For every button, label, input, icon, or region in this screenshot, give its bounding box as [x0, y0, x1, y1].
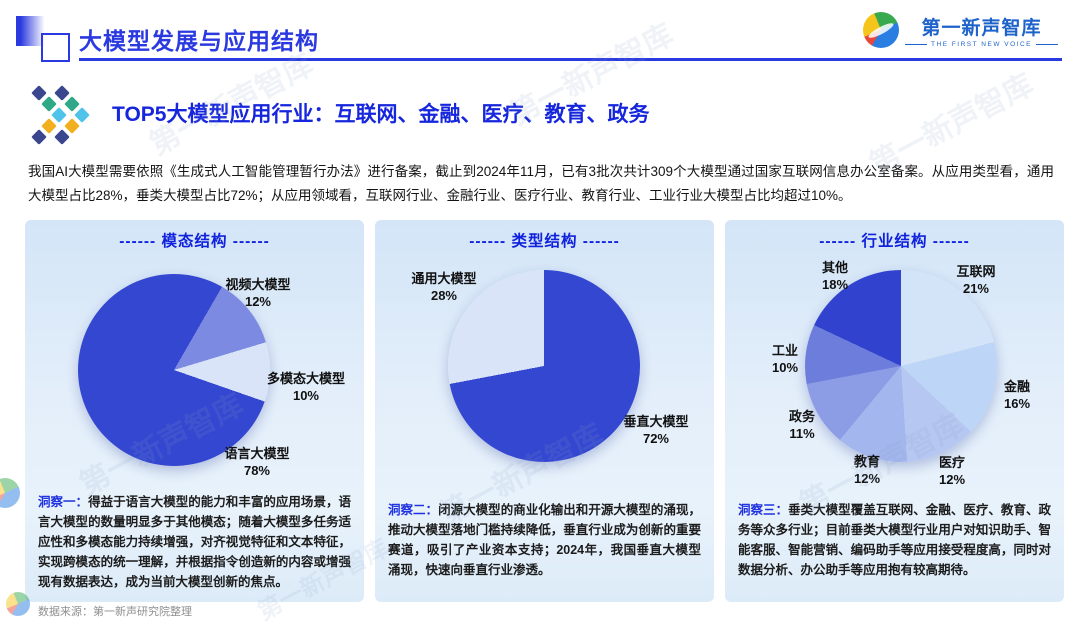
pie-chart-industry: [805, 270, 997, 462]
header-divider: [79, 58, 1062, 61]
page-title: 大模型发展与应用结构: [79, 28, 319, 54]
pie-slice-label: 工业 10%: [771, 343, 799, 375]
pie-slice-label: 垂直大模型 72%: [623, 414, 689, 446]
pie-slice-label: 其他 18%: [821, 260, 849, 292]
watermark-globe-icon: [0, 478, 20, 508]
brand-name: 第一新声智库: [921, 17, 1042, 39]
pie-slice-label: 通用大模型 28%: [411, 271, 477, 303]
insight-text: 洞察三：垂类大模型覆盖互联网、金融、医疗、教育、政务等众多行业；目前垂类大模型行…: [738, 503, 1051, 577]
insight-text: 洞察一：得益于语言大模型的能力和丰富的应用场景，语言大模型的数量明显多于其他模态…: [38, 495, 351, 589]
pie-slice-label: 互联网 21%: [956, 264, 996, 296]
pie-slice-label: 政务 11%: [788, 409, 816, 441]
diamond-cluster-icon: [31, 85, 90, 145]
pie-slice-label: 医疗 12%: [938, 455, 966, 487]
brand-tagline: THE FIRST NEW VOICE: [905, 41, 1058, 48]
panel-type-structure: ------ 类型结构 ------ 垂直大模型 72% 通用大模型 28% 洞察二…: [375, 220, 714, 602]
panel-industry-structure: ------ 行业结构 ------ 互联网 21% 金融 16% 医疗 12% 教育…: [725, 220, 1064, 602]
insight-text: 洞察二：闭源大模型的商业化输出和开源大模型的涌现，推动大模型落地门槛持续降低，垂…: [388, 503, 701, 577]
insight-label: 洞察一：: [38, 495, 89, 509]
panel-title: ------ 行业结构 ------: [819, 233, 970, 250]
pie-slice-label: 语言大模型 78%: [224, 446, 290, 478]
header-deco-square-outline: [41, 33, 70, 62]
panel-modality-structure: ------ 模态结构 ------ 视频大模型 12% 多模态大模型 10% 语言…: [25, 220, 364, 602]
pie-slice-label: 教育 12%: [853, 454, 881, 486]
insight-label: 洞察二：: [388, 503, 439, 517]
globe-logo-icon: [863, 12, 900, 48]
pie-chart-type: [448, 270, 640, 462]
data-source-note: 数据来源：第一新声研究院整理: [38, 606, 192, 618]
insight-label: 洞察三：: [738, 503, 789, 517]
panel-title: ------ 模态结构 ------: [119, 233, 270, 250]
header-deco-square-filled: [16, 16, 46, 46]
intro-paragraph: 我国AI大模型需要依照《生成式人工智能管理暂行办法》进行备案，截止到2024年1…: [28, 164, 1054, 204]
brand-logo: 第一新声智库 THE FIRST NEW VOICE: [863, 12, 1058, 48]
pie-slice-label: 视频大模型 12%: [225, 277, 291, 309]
charts-row: ------ 模态结构 ------ 视频大模型 12% 多模态大模型 10% 语言…: [25, 220, 1064, 602]
panel-title: ------ 类型结构 ------: [469, 233, 620, 250]
pie-slice-label: 多模态大模型 10%: [266, 371, 346, 403]
pie-slice-label: 金融 16%: [1003, 379, 1031, 411]
pie-chart-modality: [78, 274, 270, 466]
brand-logo-text: 第一新声智库 THE FIRST NEW VOICE: [905, 13, 1058, 48]
section-title: TOP5大模型应用行业：互联网、金融、医疗、教育、政务: [112, 103, 650, 126]
